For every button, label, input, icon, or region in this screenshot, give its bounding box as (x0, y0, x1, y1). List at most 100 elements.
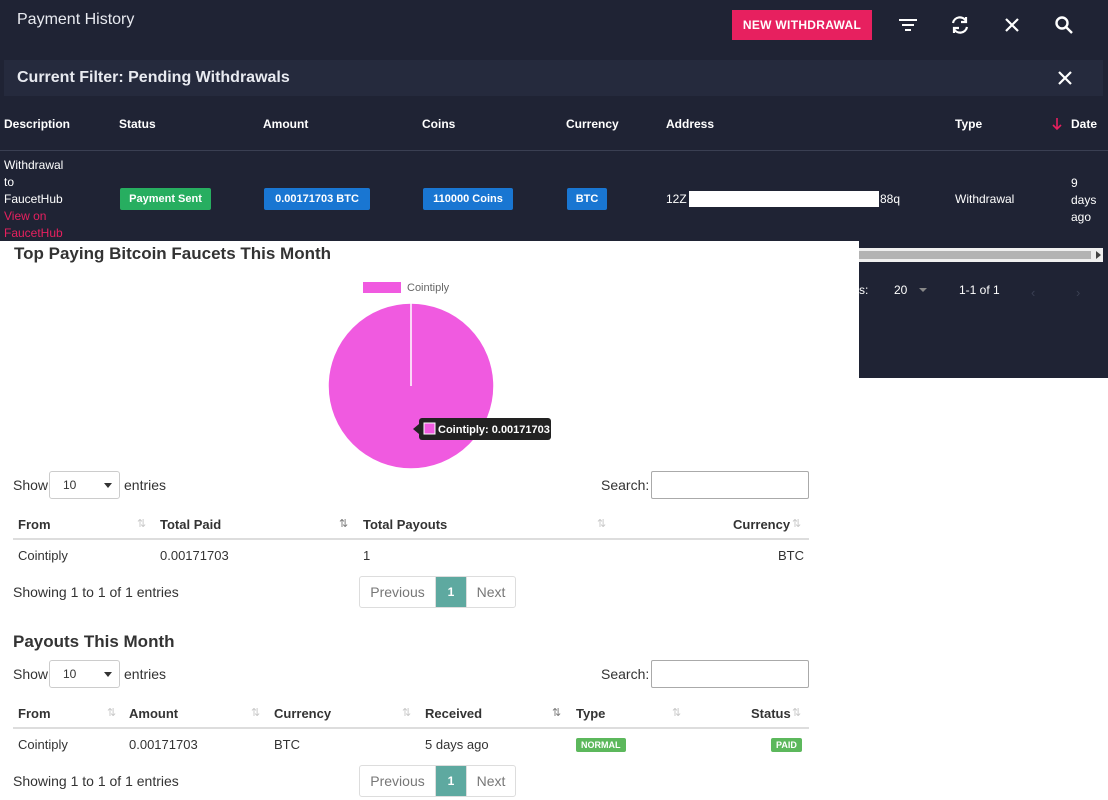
faucets-search-label: Search: (601, 477, 650, 493)
sort-desc-icon[interactable]: ⇅ (339, 518, 349, 530)
faucets-search-input[interactable] (651, 471, 809, 499)
rows-per-page-caret-icon[interactable] (919, 288, 927, 292)
pie-chart-svg: Cointiply Cointiply: 0.00171703 (327, 282, 551, 470)
current-filter-bar: Current Filter: Pending Withdrawals (4, 60, 1103, 96)
sort-both-icon[interactable]: ⇅ (137, 518, 147, 530)
payouts-length-value: 10 (63, 667, 77, 681)
page-1-button[interactable]: 1 (436, 577, 466, 607)
type-value: Withdrawal (955, 192, 1015, 206)
col-header-date[interactable]: Date (1071, 117, 1098, 131)
sort-both-icon[interactable]: ⇅ (251, 707, 261, 719)
col-header-status[interactable]: Status (751, 706, 791, 721)
date-value: 9 days ago (1071, 176, 1097, 224)
next-button[interactable]: Next (466, 577, 515, 607)
sort-both-icon[interactable]: ⇅ (107, 707, 117, 719)
faucets-pagination: Previous 1 Next (359, 576, 516, 608)
page-1-button[interactable]: 1 (436, 766, 466, 796)
payouts-search-label: Search: (601, 666, 650, 682)
view-on-faucethub-link[interactable]: View on FaucetHub (4, 209, 63, 240)
col-header-address[interactable]: Address (666, 117, 715, 131)
col-header-received[interactable]: Received (425, 706, 483, 721)
sort-both-icon[interactable]: ⇅ (792, 518, 802, 530)
new-withdrawal-button[interactable]: NEW WITHDRAWAL (732, 10, 872, 40)
entries-label: entries (124, 666, 167, 682)
col-header-total-payouts[interactable]: Total Payouts (363, 517, 448, 532)
faucets-title: Top Paying Bitcoin Faucets This Month (14, 244, 332, 263)
payout-amount: 0.00171703 (129, 737, 198, 752)
type-badge: NORMAL (576, 738, 626, 752)
current-filter-label: Current Filter: Pending Withdrawals (17, 69, 290, 86)
currency-chip: BTC (567, 188, 607, 210)
sort-both-icon[interactable]: ⇅ (402, 707, 412, 719)
payouts-length-select[interactable]: 10 (49, 660, 120, 688)
col-header-coins[interactable]: Coins (422, 117, 456, 131)
withdrawal-description: Withdrawal to FaucetHub View on FaucetHu… (4, 157, 74, 242)
payment-history-panel: Payment History NEW WITHDRAWAL Current F… (0, 0, 1108, 241)
sort-both-icon[interactable]: ⇅ (597, 518, 607, 530)
rows-per-page-select[interactable]: 20 (894, 283, 908, 297)
chart-tooltip (419, 418, 551, 440)
table-header-rule (13, 538, 809, 540)
faucets-pie-chart: Cointiply Cointiply: 0.00171703 (300, 272, 600, 477)
entries-label: entries (124, 477, 167, 493)
app-title: Payment History (17, 11, 135, 28)
address-redaction (689, 191, 879, 207)
prev-page-chevron-icon[interactable]: ‹ (1031, 285, 1036, 300)
header-divider (0, 150, 1108, 151)
col-header-from[interactable]: From (18, 706, 51, 721)
payouts-info: Showing 1 to 1 of 1 entries (13, 773, 179, 789)
scroll-right-arrow-icon[interactable] (1096, 251, 1101, 259)
sort-both-icon[interactable]: ⇅ (672, 707, 682, 719)
tooltip-caret (413, 424, 419, 434)
col-header-currency[interactable]: Currency (274, 706, 332, 721)
show-label: Show (13, 666, 49, 682)
col-header-type[interactable]: Type (955, 117, 983, 131)
sort-both-icon[interactable]: ⇅ (792, 707, 802, 719)
col-header-type[interactable]: Type (576, 706, 606, 721)
faucet-total-payouts: 1 (363, 548, 371, 563)
previous-button[interactable]: Previous (360, 577, 436, 607)
close-icon[interactable] (999, 12, 1025, 38)
amount-chip: 0.00171703 BTC (264, 188, 370, 210)
previous-button[interactable]: Previous (360, 766, 436, 796)
col-header-amount[interactable]: Amount (129, 706, 179, 721)
faucet-from: Cointiply (18, 548, 68, 563)
description-text: Withdrawal to FaucetHub (4, 158, 64, 206)
select-caret-icon (104, 483, 112, 488)
faucets-length-value: 10 (63, 478, 77, 492)
tooltip-swatch (423, 422, 436, 435)
col-header-amount[interactable]: Amount (263, 117, 309, 131)
faucets-length-select[interactable]: 10 (49, 471, 120, 499)
faucet-currency: BTC (778, 548, 804, 563)
next-page-chevron-icon[interactable]: › (1076, 285, 1081, 300)
refresh-icon[interactable] (947, 12, 973, 38)
search-icon[interactable] (1051, 12, 1077, 38)
address-start: 12Z (666, 192, 687, 206)
payouts-pagination: Previous 1 Next (359, 765, 516, 797)
col-header-currency[interactable]: Currency (733, 517, 791, 532)
show-label: Show (13, 477, 49, 493)
filter-icon[interactable] (895, 12, 921, 38)
payout-received: 5 days ago (425, 737, 489, 752)
legend-swatch[interactable] (363, 282, 401, 293)
clear-filter-close-icon[interactable] (1055, 68, 1075, 88)
payout-from: Cointiply (18, 737, 68, 752)
payouts-search-input[interactable] (651, 660, 809, 688)
col-header-currency[interactable]: Currency (566, 117, 619, 131)
address-end: 88q (880, 192, 901, 206)
sort-arrow-down-icon[interactable] (1051, 117, 1063, 136)
rows-per-page-label: s: (859, 283, 869, 297)
next-button[interactable]: Next (466, 766, 515, 796)
tooltip-text: Cointiply: 0.00171703 (438, 424, 550, 436)
col-header-total-paid[interactable]: Total Paid (160, 517, 222, 532)
col-header-description[interactable]: Description (4, 117, 71, 131)
col-header-status[interactable]: Status (119, 117, 156, 131)
legend-label[interactable]: Cointiply (407, 282, 450, 294)
payout-currency: BTC (274, 737, 300, 752)
sort-desc-icon[interactable]: ⇅ (552, 707, 562, 719)
scrollbar-thumb[interactable] (859, 251, 1091, 259)
table-header-rule (13, 727, 809, 729)
horizontal-scrollbar[interactable] (859, 248, 1103, 262)
col-header-from[interactable]: From (18, 517, 51, 532)
